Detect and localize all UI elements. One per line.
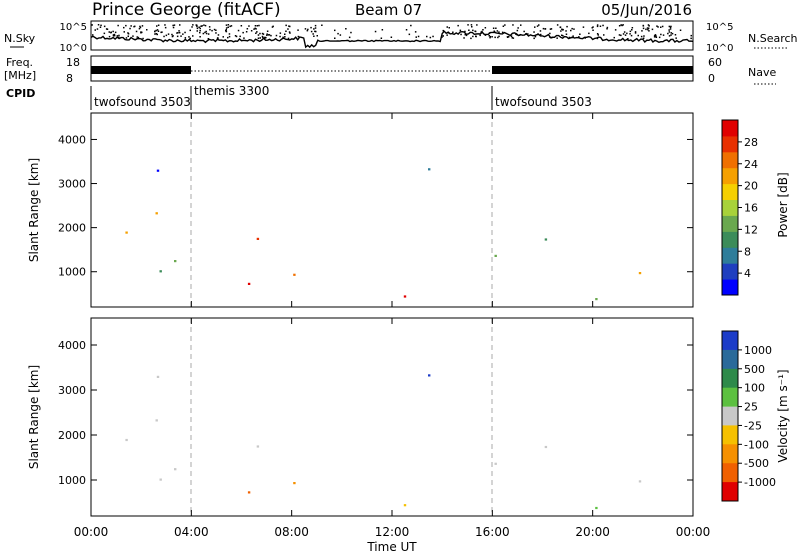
colorbar-tick-label: 500 bbox=[744, 363, 765, 376]
x-tick-label: 00:00 bbox=[74, 525, 109, 539]
colorbar-tick-label: 1000 bbox=[744, 344, 772, 357]
x-tick-label: 16:00 bbox=[475, 525, 510, 539]
power-x-ticks bbox=[90, 113, 694, 307]
colorbar-tick-label: 16 bbox=[744, 202, 758, 215]
y-tick-label: 4000 bbox=[58, 133, 86, 146]
colorbar-tick-label: 24 bbox=[744, 158, 758, 171]
cpid-segment-1: twofsound 3503 bbox=[94, 95, 191, 109]
beam-label: Beam 07 bbox=[355, 1, 422, 19]
freq-band-early bbox=[91, 66, 191, 74]
nave-tick-bottom: 0 bbox=[708, 72, 715, 85]
date-label: 05/Jun/2016 bbox=[601, 1, 692, 19]
cpid-label: CPID bbox=[6, 87, 35, 100]
velocity-x-axis: 00:00 04:00 08:00 12:00 16:00 20:00 00:00 bbox=[74, 318, 711, 539]
nsky-tick-bottom: 10^0 bbox=[60, 43, 87, 54]
freq-unit: [MHz] bbox=[4, 69, 36, 82]
colorbar-tick-label: 4 bbox=[744, 267, 751, 280]
nsearch-tick-top: 10^5 bbox=[706, 22, 733, 33]
power-heatmap bbox=[125, 168, 642, 301]
velocity-y-axis: 1000 2000 3000 4000 bbox=[58, 339, 693, 487]
nsearch-tick-bottom: 10^0 bbox=[706, 43, 733, 54]
nsearch-trace bbox=[91, 24, 692, 40]
x-tick-label: 20:00 bbox=[575, 525, 610, 539]
x-axis-label: Time UT bbox=[366, 540, 417, 554]
power-colorbar: 4 8 12 16 20 24 28 Power [dB] bbox=[721, 119, 790, 296]
power-y-axis: 1000 2000 3000 4000 bbox=[58, 133, 693, 279]
power-colorbar-label: Power [dB] bbox=[776, 172, 790, 237]
colorbar-tick-label: 100 bbox=[744, 382, 765, 395]
colorbar-tick-label: 8 bbox=[744, 245, 751, 258]
nsky-panel: N.Sky 10^5 10^0 N.Search 10^5 10^0 bbox=[4, 20, 798, 54]
freq-label: Freq. bbox=[6, 56, 33, 69]
colorbar-tick-label: 28 bbox=[744, 136, 758, 149]
y-tick-label: 4000 bbox=[58, 339, 86, 352]
velocity-colorbar-label: Velocity [m s⁻¹] bbox=[776, 369, 790, 462]
colorbar-tick-label: -25 bbox=[744, 419, 762, 432]
nsearch-label: N.Search bbox=[748, 32, 798, 45]
y-tick-label: 3000 bbox=[58, 384, 86, 397]
colorbar-tick-label: 25 bbox=[744, 401, 758, 414]
colorbar-tick-label: 20 bbox=[744, 180, 758, 193]
power-panel: 1000 2000 3000 4000 Slant Range [km] bbox=[27, 112, 694, 308]
freq-tick-top: 18 bbox=[66, 56, 80, 69]
y-tick-label: 2000 bbox=[58, 222, 86, 235]
cpid-segment-2: themis 3300 bbox=[194, 84, 269, 98]
nsky-tick-top: 10^5 bbox=[60, 22, 87, 33]
x-tick-label: 00:00 bbox=[676, 525, 711, 539]
station-title: Prince George (fitACF) bbox=[92, 0, 281, 20]
freq-tick-bottom: 8 bbox=[66, 72, 73, 85]
colorbar-tick-label: -500 bbox=[744, 457, 769, 470]
power-ylabel: Slant Range [km] bbox=[27, 158, 41, 262]
velocity-heatmap bbox=[125, 374, 642, 510]
nave-label: Nave bbox=[748, 66, 776, 79]
colorbar-tick-label: -100 bbox=[744, 438, 769, 451]
nsky-label: N.Sky bbox=[4, 32, 36, 45]
y-tick-label: 2000 bbox=[58, 429, 86, 442]
velocity-colorbar: 1000 500 100 25 -25 -100 -500 -1000 Velocity [m… bbox=[721, 330, 790, 502]
cpid-row: CPID twofsound 3503 themis 3300 twofsoun… bbox=[6, 84, 592, 110]
y-tick-label: 3000 bbox=[58, 178, 86, 191]
x-tick-label: 12:00 bbox=[375, 525, 410, 539]
velocity-ylabel: Slant Range [km] bbox=[27, 365, 41, 469]
x-tick-label: 04:00 bbox=[174, 525, 209, 539]
nsky-trace bbox=[90, 30, 694, 49]
cpid-segment-3: twofsound 3503 bbox=[495, 95, 592, 109]
colorbar-tick-label: 12 bbox=[744, 223, 758, 236]
x-tick-label: 08:00 bbox=[274, 525, 309, 539]
nave-tick-top: 60 bbox=[708, 56, 722, 69]
colorbar-tick-label: -1000 bbox=[744, 476, 776, 489]
y-tick-label: 1000 bbox=[58, 474, 86, 487]
freq-band-late bbox=[492, 66, 693, 74]
freq-panel: Freq. [MHz] 18 8 Nave 60 0 bbox=[4, 55, 776, 85]
y-tick-label: 1000 bbox=[58, 266, 86, 279]
